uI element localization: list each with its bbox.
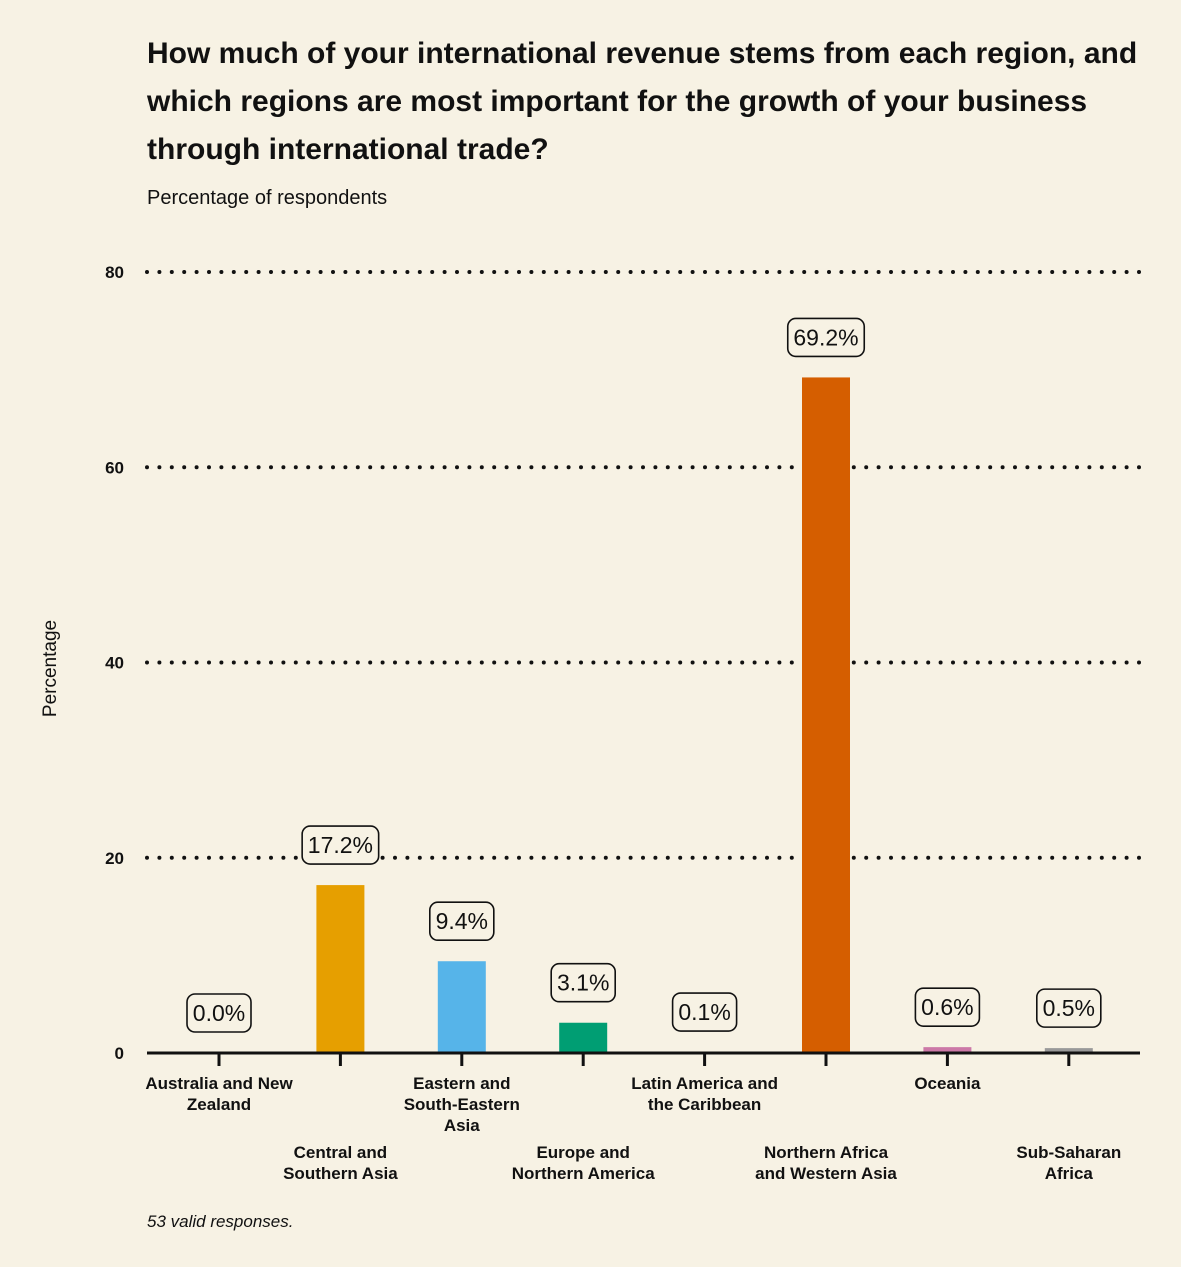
data-label: 9.4% (428, 901, 495, 942)
y-axis-label: Percentage (40, 620, 61, 717)
svg-text:0.1%: 0.1% (678, 999, 730, 1025)
chart-title: How much of your international revenue s… (147, 37, 1138, 166)
data-label: 0.6% (914, 987, 981, 1027)
gridlines (145, 270, 1142, 860)
bars (316, 377, 1093, 1053)
axes: 0 20 40 60 80 Percentage Australia and New Zeal… (40, 263, 1140, 1183)
bar (1044, 1048, 1093, 1053)
svg-text:0.5%: 0.5% (1043, 995, 1095, 1021)
svg-text:17.2%: 17.2% (308, 832, 373, 858)
x-tick-label: Latin America and the Caribbean (631, 1074, 778, 1114)
x-tick-label: Australia and New Zealand (145, 1074, 293, 1114)
y-tick-label: 60 (105, 458, 124, 477)
bar (923, 1047, 972, 1053)
data-label: 69.2% (786, 317, 866, 358)
bar (437, 961, 486, 1053)
chart-subtitle: Percentage of respondents (147, 187, 388, 209)
response-count-note: 53 valid responses. (147, 1212, 294, 1231)
x-tick-label: Eastern and South-Eastern Asia (404, 1074, 520, 1135)
svg-text:0.6%: 0.6% (921, 994, 973, 1020)
svg-text:9.4%: 9.4% (436, 908, 488, 934)
svg-text:0.0%: 0.0% (193, 1000, 245, 1026)
bar (559, 1022, 608, 1053)
data-label: 0.1% (671, 992, 738, 1032)
bar (802, 377, 850, 1053)
svg-text:69.2%: 69.2% (793, 324, 858, 350)
x-tick-label: Europe and Northern America (512, 1143, 656, 1183)
x-tick-label: Northern Africa and Western Asia (755, 1143, 897, 1183)
bar (316, 885, 365, 1053)
y-tick-label: 40 (105, 654, 124, 673)
x-tick-label: Sub-Saharan Africa (1016, 1143, 1121, 1183)
y-tick-label: 0 (115, 1044, 124, 1063)
x-tick-label: Central and Southern Asia (283, 1143, 398, 1183)
data-label: 0.0% (186, 993, 252, 1033)
y-tick-label: 80 (105, 263, 124, 282)
x-tick-label: Oceania (914, 1074, 981, 1093)
data-label: 0.5% (1036, 988, 1102, 1028)
y-tick-label: 20 (105, 849, 124, 868)
data-label: 17.2% (301, 825, 380, 865)
data-labels: 0.0% 17.2% 9.4% 3.1% 0.1% 69.2% 0.6% 0.5% (186, 317, 1102, 1033)
data-label: 3.1% (550, 962, 617, 1003)
svg-text:3.1%: 3.1% (557, 970, 609, 996)
